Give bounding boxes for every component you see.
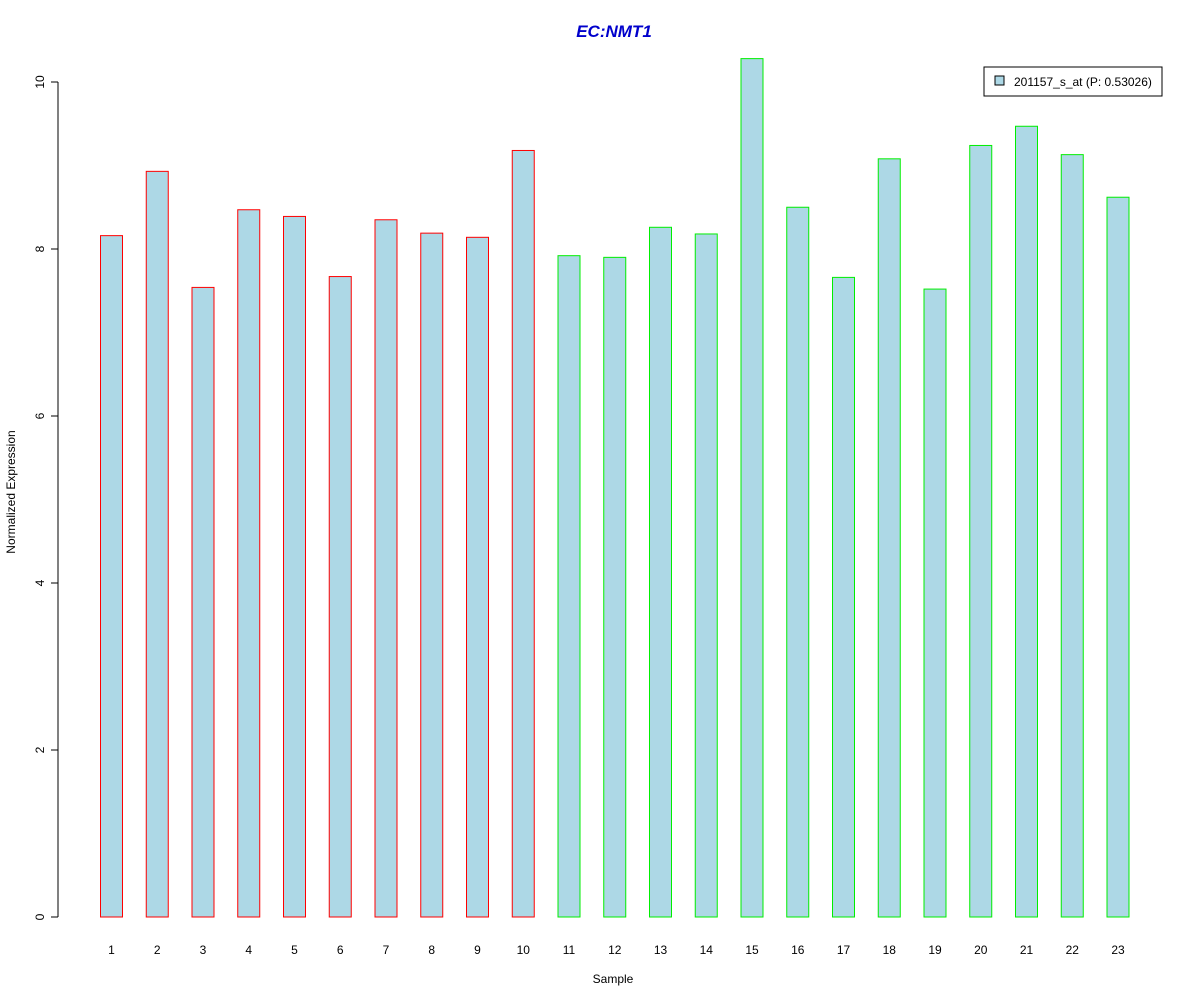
y-tick-label: 0 — [33, 913, 47, 920]
x-tick-label: 8 — [428, 943, 435, 957]
y-tick-label: 4 — [33, 579, 47, 586]
x-tick-label: 23 — [1111, 943, 1125, 957]
bar-sample-20 — [969, 144, 993, 918]
x-tick-label: 17 — [837, 943, 851, 957]
bar-sample-11 — [557, 255, 581, 918]
x-tick-label: 10 — [517, 943, 531, 957]
bars — [100, 58, 1130, 918]
bar-sample-9 — [466, 236, 489, 918]
bar-sample-12 — [603, 256, 627, 918]
bar-sample-15 — [740, 58, 764, 918]
bar-sample-19 — [923, 288, 947, 918]
x-tick-label: 16 — [791, 943, 805, 957]
bar-sample-16 — [786, 206, 810, 918]
x-tick-label: 20 — [974, 943, 988, 957]
x-tick-label: 3 — [200, 943, 207, 957]
bar-sample-1 — [100, 235, 123, 918]
bar-sample-14 — [694, 233, 718, 918]
bar-sample-3 — [191, 286, 215, 918]
bar-sample-17 — [832, 276, 855, 918]
x-tick-label: 13 — [654, 943, 668, 957]
x-tick-label: 21 — [1020, 943, 1034, 957]
x-tick-label: 14 — [700, 943, 714, 957]
x-tick-label: 1 — [108, 943, 115, 957]
y-tick-label: 8 — [33, 245, 47, 252]
x-axis-tick-labels: 1 2 3 4 5 6 7 8 9 10 11 12 13 14 15 16 17 18 19 20 21 22 23 — [108, 943, 1125, 957]
x-tick-label: 19 — [928, 943, 942, 957]
x-tick-label: 7 — [383, 943, 390, 957]
y-axis: 0 2 4 6 8 10 — [33, 75, 59, 920]
bar-sample-4 — [237, 209, 261, 918]
x-tick-label: 6 — [337, 943, 344, 957]
bar-sample-8 — [420, 232, 444, 918]
bar-sample-13 — [649, 226, 672, 918]
y-tick-label: 10 — [33, 75, 47, 89]
bar-sample-2 — [145, 170, 169, 918]
x-tick-label: 11 — [563, 943, 576, 957]
y-tick-label: 6 — [33, 412, 47, 419]
x-tick-label: 2 — [154, 943, 161, 957]
x-tick-label: 4 — [245, 943, 252, 957]
x-tick-label: 5 — [291, 943, 298, 957]
bar-sample-21 — [1015, 125, 1038, 918]
x-tick-label: 12 — [608, 943, 622, 957]
legend-swatch — [994, 75, 1005, 86]
legend-label: 201157_s_at (P: 0.53026) — [1014, 75, 1152, 89]
x-tick-label: 9 — [474, 943, 481, 957]
x-tick-label: 18 — [883, 943, 897, 957]
x-tick-label: 15 — [745, 943, 759, 957]
bar-sample-6 — [328, 276, 352, 918]
legend: 201157_s_at (P: 0.53026) — [983, 66, 1163, 97]
bar-sample-5 — [283, 215, 306, 918]
bar-sample-7 — [374, 219, 398, 918]
chart-title: EC:NMT1 — [576, 22, 652, 41]
x-axis-label: Sample — [593, 972, 634, 986]
bar-sample-10 — [511, 149, 535, 918]
y-tick-label: 2 — [33, 746, 47, 753]
y-axis-label: Normalized Expression — [4, 430, 18, 553]
bar-sample-22 — [1060, 154, 1084, 918]
bar-sample-18 — [877, 158, 901, 918]
legend-box — [983, 66, 1163, 97]
bar-sample-23 — [1106, 196, 1130, 918]
x-tick-label: 22 — [1066, 943, 1080, 957]
